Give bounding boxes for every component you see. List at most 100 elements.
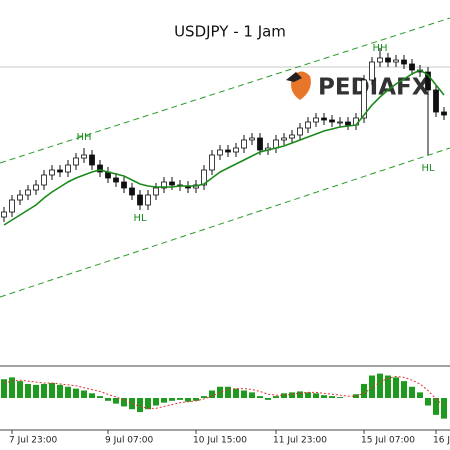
histogram-bar	[329, 396, 335, 398]
histogram-bar	[305, 392, 311, 398]
candle-body	[297, 127, 303, 136]
histogram-bar	[273, 396, 279, 398]
candle-body	[313, 117, 319, 123]
histogram-bar	[241, 390, 247, 398]
candle-body	[9, 199, 15, 213]
candle-body	[249, 137, 255, 141]
candle-body	[89, 154, 95, 166]
histogram-bar	[265, 398, 271, 400]
histogram-bar	[185, 398, 191, 402]
histogram-bar	[385, 375, 391, 398]
histogram-bar	[17, 381, 23, 398]
candle-body	[17, 194, 23, 201]
histogram-bar	[289, 392, 295, 398]
histogram-bar	[409, 386, 415, 398]
candle-body	[321, 117, 327, 121]
annotation: HH	[76, 132, 91, 143]
histogram-bar	[337, 397, 343, 398]
candle-body	[441, 111, 447, 116]
histogram-bar	[217, 386, 223, 398]
histogram-bar	[209, 390, 215, 398]
histogram-bar	[369, 375, 375, 398]
candle-body	[385, 57, 391, 63]
channel-lower	[0, 147, 450, 298]
histogram-bar	[281, 393, 287, 398]
histogram-bar	[1, 379, 7, 398]
candle-body	[57, 169, 63, 173]
candle-body	[169, 181, 175, 186]
candle-body	[49, 169, 55, 176]
histogram-bar	[201, 396, 207, 398]
candle-body	[153, 187, 159, 196]
candle-body	[137, 194, 143, 206]
histogram-bar	[97, 396, 103, 398]
histogram-bar	[297, 391, 303, 398]
histogram-bar	[73, 388, 79, 398]
histogram-bar	[33, 384, 39, 398]
histogram-bar	[129, 398, 135, 410]
histogram-bar	[233, 388, 239, 398]
candle-body	[161, 181, 167, 189]
histogram-bar	[9, 377, 15, 398]
candle-body	[409, 63, 415, 71]
histogram-bar	[65, 386, 71, 398]
histogram-bar	[225, 386, 231, 398]
histogram-bar	[425, 398, 431, 406]
x-tick-label: 11 Jul 23:00	[273, 436, 327, 446]
candle-body	[329, 119, 335, 123]
candle-body	[345, 121, 351, 126]
histogram-bar	[313, 393, 319, 398]
histogram-bar	[257, 396, 263, 398]
candle-body	[81, 154, 87, 159]
candle-body	[225, 149, 231, 153]
candle-body	[217, 149, 223, 156]
candle-body	[113, 177, 119, 183]
histogram-bar	[249, 392, 255, 398]
histogram-bar	[177, 398, 183, 400]
candle-body	[241, 139, 247, 149]
histogram-bar	[161, 398, 167, 403]
histogram-bar	[393, 377, 399, 398]
histogram-bar	[441, 398, 447, 419]
histogram-bar	[89, 393, 95, 398]
candle-body	[33, 184, 39, 191]
annotation: HL	[421, 163, 435, 174]
candle-body	[401, 59, 407, 65]
candle-body	[281, 137, 287, 141]
candle-body	[121, 181, 127, 189]
candle-body	[289, 134, 295, 139]
candle-body	[305, 121, 311, 129]
histogram-bar	[145, 398, 151, 410]
candle-body	[1, 211, 7, 218]
histogram-bar	[81, 390, 87, 398]
histogram-bar	[105, 398, 111, 401]
histogram-bar	[417, 392, 423, 398]
candle-body	[433, 89, 439, 113]
channel-upper	[0, 17, 450, 164]
candle-body	[361, 79, 367, 119]
candle-body	[73, 157, 79, 166]
histogram-bar	[433, 398, 439, 415]
histogram-bar	[25, 383, 31, 398]
candle-body	[257, 137, 263, 151]
candle-body	[41, 174, 47, 186]
histogram-bar	[121, 398, 127, 407]
signal-line	[3, 375, 445, 409]
histogram-bar	[361, 383, 367, 398]
candle-body	[25, 189, 31, 196]
x-tick-label: 7 Jul 23:00	[9, 436, 58, 446]
histogram-bar	[57, 384, 63, 398]
annotation: HL	[133, 213, 147, 224]
candle-body	[201, 169, 207, 186]
x-tick-label: 10 Jul 15:00	[193, 436, 247, 446]
candle-body	[209, 154, 215, 171]
plot: HH HL HH HL 7 Jul 23:00 9 Jul 07:00 10 Jul 15:…	[1, 43, 450, 446]
histogram-bar	[153, 398, 159, 406]
histogram-bar	[169, 398, 175, 401]
histogram-bar	[137, 398, 143, 413]
moving-average	[3, 69, 445, 226]
x-tick-label: 9 Jul 07:00	[105, 436, 154, 446]
